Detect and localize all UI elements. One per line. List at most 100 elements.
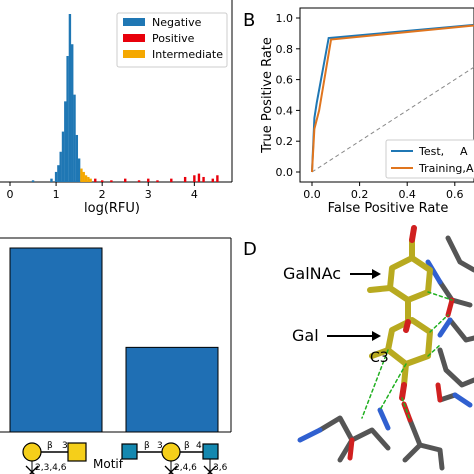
hist-bar-negative: [31, 180, 35, 182]
panel-c: Motif β 3 2,3,4,6 β 3 β 4 2,4,6 3,6: [0, 237, 232, 474]
legend-swatch-negative: [123, 18, 145, 26]
motif2-linkage-anomer-1: β: [144, 441, 150, 451]
roc-x-tick-label: 0.2: [351, 188, 369, 201]
hist-bar-intermediate: [84, 175, 88, 182]
label-gal: Gal: [292, 326, 319, 345]
hist-bar-negative: [57, 165, 60, 182]
legend-label-positive: Positive: [152, 32, 195, 45]
panel-a-legend: Negative Positive Intermediate: [116, 12, 228, 68]
hist-bar-intermediate: [82, 171, 85, 182]
x-tick-label: 1: [53, 188, 60, 201]
motif2-linkage-anomer-2: β: [184, 441, 190, 451]
hist-bar-intermediate: [89, 178, 92, 182]
panel-b-ticks: 0.0 0.2 0.4 0.6 0.0 0.2 0.4 0.6 0.8 1.0: [276, 12, 464, 201]
roc-legend-suffix-training: A: [466, 162, 474, 175]
panel-b-chance-line: [311, 66, 474, 173]
roc-x-tick-label: 0.4: [398, 188, 416, 201]
motif-bar-1: [9, 247, 103, 433]
hist-bar-positive: [183, 176, 187, 182]
panel-b-frame: [299, 7, 474, 183]
motif2-cross-icon-2: [203, 465, 217, 474]
hist-bar-intermediate: [80, 168, 83, 182]
panel-b-letter: B: [243, 10, 255, 31]
hist-bar-negative: [71, 44, 74, 182]
hist-bar-positive: [94, 178, 97, 182]
hist-bar-positive: [170, 178, 173, 182]
roc-legend-label-test: Test,: [418, 145, 444, 158]
label-c3: C3: [370, 350, 389, 366]
roc-line-training: [311, 24, 474, 173]
roc-y-tick-label: 0.4: [276, 104, 294, 117]
hist-bar-positive: [147, 178, 150, 182]
x-tick-label: 2: [99, 188, 106, 201]
roc-y-tick-label: 1.0: [276, 12, 294, 25]
panel-c-bars: [9, 247, 219, 433]
label-galnac: GalNAc: [283, 264, 341, 283]
hist-bar-positive: [193, 175, 196, 182]
hist-bar-negative: [54, 171, 58, 182]
x-tick-label: 3: [145, 188, 152, 201]
hydrogen-bonds: [361, 291, 453, 421]
legend-swatch-intermediate: [123, 50, 145, 58]
motif2-substitution-label-2: 3,6: [213, 463, 228, 473]
galnac-arrow-icon: [372, 269, 381, 279]
gal-circle-icon: [161, 442, 181, 462]
hist-bar-positive: [110, 180, 113, 182]
panel-d: D: [243, 225, 474, 471]
gal-circle-icon: [22, 442, 42, 462]
hist-bar-positive: [124, 178, 127, 182]
x-tick-label: 4: [191, 188, 198, 201]
ligand-oxygens: [399, 225, 417, 401]
hist-bar-negative: [73, 94, 76, 182]
roc-legend-label-training: Training,: [418, 162, 466, 175]
x-tick-label: 0: [7, 188, 14, 201]
hist-bar-positive: [197, 173, 201, 182]
panel-a-ticks: 0 1 2 3 4: [7, 182, 198, 201]
motif-gal-galnac: β 3 2,3,4,6: [22, 441, 87, 474]
hist-bar-positive: [202, 176, 205, 182]
galnac-square-icon: [67, 442, 87, 462]
panel-a: 0 1 2 3 4 log(RFU) Negative Positive Interme…: [0, 0, 233, 216]
nitrogen-sticks: [297, 259, 473, 443]
motif2-substitution-label-1: 2,4,6: [174, 463, 197, 473]
hist-bar-negative: [59, 151, 62, 182]
roc-y-tick-label: 0.0: [276, 166, 294, 179]
motif1-cross-icon: [25, 465, 39, 474]
legend-label-intermediate: Intermediate: [152, 48, 223, 61]
legend-swatch-positive: [123, 34, 145, 42]
roc-y-tick-label: 0.6: [276, 74, 294, 87]
hist-bar-negative: [75, 134, 79, 182]
hist-bar-intermediate: [87, 176, 90, 182]
hist-bar-positive: [216, 175, 219, 182]
motif1-substitution-label: 2,3,4,6: [35, 463, 67, 473]
panel-a-bars: [31, 14, 219, 182]
panel-b: B 0.0 0.2 0.4 0.6 0.0 0.2 0.4 0.6 0.8 1.0 False P…: [243, 7, 474, 216]
panel-b-xlabel: False Positive Rate: [328, 201, 449, 216]
panel-a-xlabel: log(RFU): [84, 201, 140, 216]
motif2-linkage-position-1: 3: [157, 441, 163, 451]
protein-sticks: [317, 235, 474, 471]
motif1-linkage-anomer: β: [47, 441, 53, 451]
panel-b-lines: [311, 23, 474, 173]
roc-x-tick-label: 0.0: [303, 188, 321, 201]
hist-bar-negative: [68, 14, 72, 182]
hist-bar-positive: [211, 178, 214, 182]
glcnac-square-icon: [202, 443, 219, 460]
hist-bar-negative: [77, 158, 81, 182]
hist-bar-negative: [66, 56, 69, 182]
roc-y-tick-label: 0.8: [276, 43, 294, 56]
motif2-cross-icon-1: [164, 465, 178, 474]
glcnac-square-icon: [121, 443, 138, 460]
roc-y-tick-label: 0.2: [276, 135, 294, 148]
legend-label-negative: Negative: [152, 16, 202, 29]
hist-bar-positive: [137, 180, 141, 182]
motif-bar-2: [125, 346, 219, 433]
hist-bar-negative: [50, 178, 53, 182]
motif2-linkage-position-2: 4: [196, 441, 202, 451]
panel-d-letter: D: [243, 239, 257, 260]
hist-bar-negative: [64, 101, 67, 182]
hist-bar-positive: [100, 180, 104, 182]
roc-legend-suffix-test: A: [460, 145, 468, 158]
gal-arrow-icon: [372, 331, 381, 341]
